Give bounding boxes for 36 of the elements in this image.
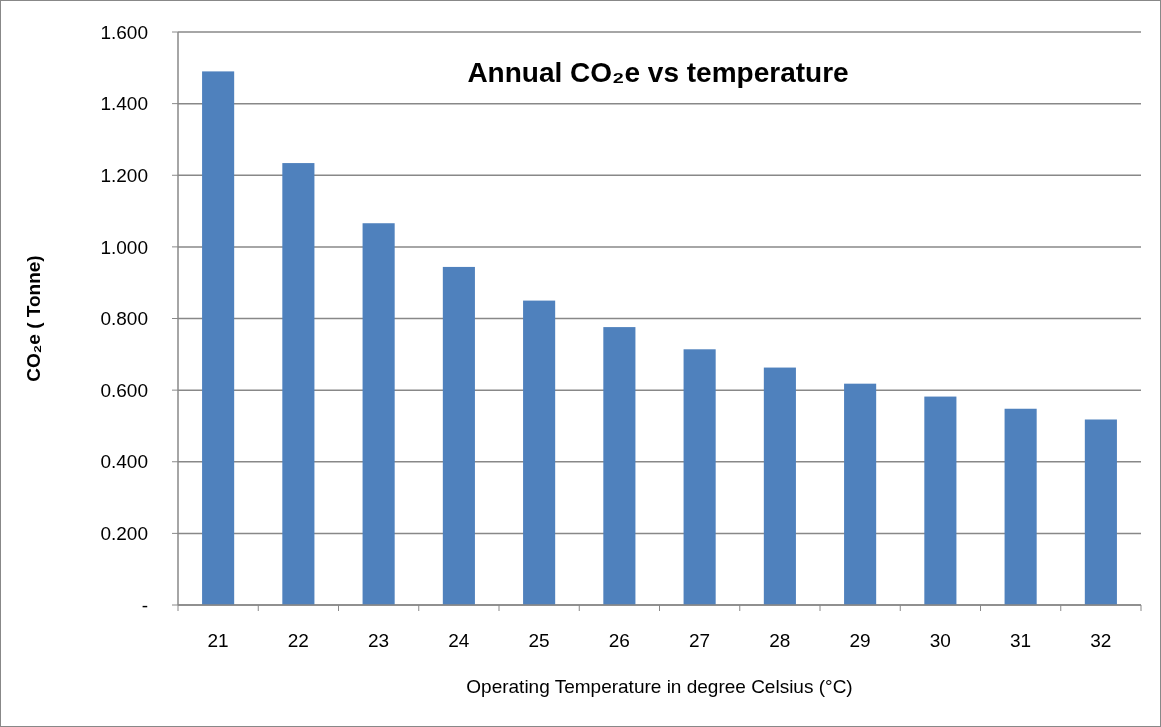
x-tick-label: 32 [1090, 630, 1112, 651]
y-tick-label: 1.000 [100, 236, 148, 258]
y-tick-label: 0.200 [100, 523, 148, 545]
y-tick-label: 1.600 [100, 21, 148, 43]
bar [844, 383, 877, 605]
bar [683, 349, 716, 605]
bar [763, 367, 796, 605]
x-tick-label: 31 [1010, 630, 1032, 651]
bar [603, 327, 636, 605]
bar [442, 266, 475, 605]
bar [202, 71, 235, 605]
bar [523, 300, 556, 605]
x-tick-label: 30 [929, 630, 951, 651]
y-axis-title: CO₂e ( Tonne) [23, 255, 44, 382]
y-tick-label: 1.400 [100, 93, 148, 115]
y-tick-label: 1.200 [100, 164, 148, 186]
x-tick-label: 28 [769, 630, 791, 651]
x-tick-label: 25 [528, 630, 550, 651]
y-tick-label: 0.600 [100, 379, 148, 401]
x-tick-label: 23 [368, 630, 390, 651]
bar [362, 223, 395, 605]
bar [1084, 419, 1117, 605]
x-tick-label: 21 [207, 630, 229, 651]
text: Annual CO₂e vs temperature [467, 57, 849, 88]
bar [282, 163, 315, 605]
x-tick-label: 29 [849, 630, 871, 651]
bar [1004, 408, 1037, 605]
x-tick-label: 24 [448, 630, 470, 651]
x-tick-label: 22 [287, 630, 309, 651]
y-tick-label: 0.400 [100, 451, 148, 473]
y-tick-label: - [141, 594, 148, 616]
y-tick-label: 0.800 [100, 308, 148, 330]
x-tick-label: 27 [689, 630, 711, 651]
x-tick-label: 26 [608, 630, 630, 651]
x-axis-title: Operating Temperature in degree Celsius (°C) [466, 676, 853, 697]
bar [924, 396, 957, 605]
